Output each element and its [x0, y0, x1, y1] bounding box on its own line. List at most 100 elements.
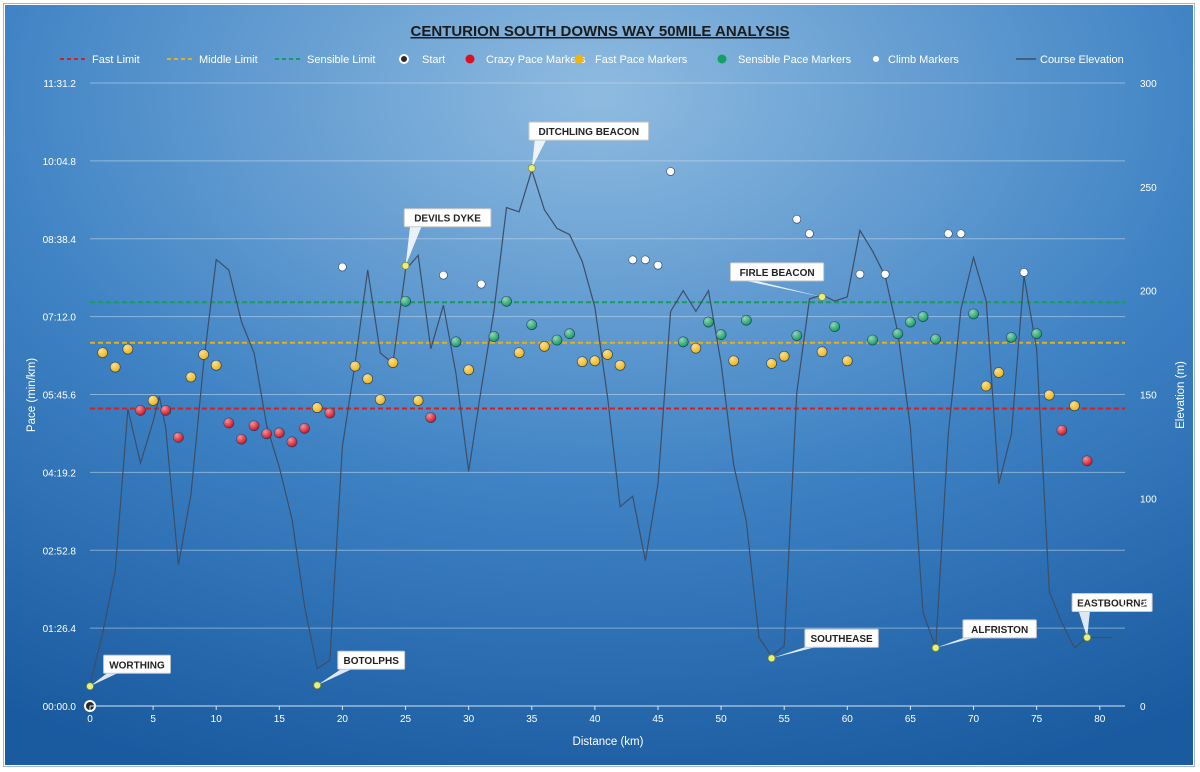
fast-pace-marker-gloss [185, 372, 196, 383]
crazy-pace-marker-gloss [1056, 425, 1067, 436]
legend-item-elevation: Course Elevation [1016, 54, 1124, 66]
y2-tick-label: 200 [1140, 287, 1157, 298]
callout-pointer [771, 645, 823, 659]
climb-marker-gloss [477, 280, 486, 289]
elevation-line [89, 168, 1113, 686]
legend: Fast Limit Middle Limit Sensible Limit Star… [60, 54, 1124, 66]
climb-marker-gloss [805, 229, 814, 238]
sensible-pace-marker-gloss [501, 296, 512, 307]
fast-pace-marker-gloss [779, 351, 790, 362]
fast-pace-marker-gloss [981, 381, 992, 392]
fast-pace-marker-gloss [413, 395, 424, 406]
landmark-callout: ALFRISTON [931, 619, 1037, 652]
legend-label: Climb Markers [888, 54, 959, 66]
legend-item-start: Start [399, 54, 445, 66]
x-tick-label: 80 [1094, 714, 1106, 725]
y-tick-label: 05:45.6 [43, 391, 77, 402]
legend-item-fast_limit: Fast Limit [60, 54, 140, 66]
landmark-dot [401, 261, 410, 270]
crazy-pace-marker-gloss [249, 420, 260, 431]
y-tick-label: 10:04.8 [43, 157, 77, 168]
sensible-pace-marker-gloss [968, 308, 979, 319]
x-tick-label: 35 [526, 714, 538, 725]
legend-swatch [574, 54, 584, 64]
crazy-pace-marker-gloss [236, 434, 247, 445]
x-tick-label: 50 [716, 714, 728, 725]
legend-swatch [717, 54, 727, 64]
climb-marker-gloss [641, 255, 650, 264]
crazy-pace-marker-gloss [324, 408, 335, 419]
callout-box [1071, 592, 1153, 612]
legend-label: Middle Limit [199, 54, 258, 66]
climb-marker-gloss [956, 229, 965, 238]
fast-pace-marker-gloss [148, 395, 159, 406]
legend-label: Fast Limit [92, 54, 140, 66]
chart-frame [3, 3, 1195, 767]
landmark-callout: EASTBOURNE [1071, 592, 1153, 642]
callout-box [403, 208, 492, 228]
landmark-dot [527, 164, 536, 172]
chart-title: CENTURION SOUTH DOWNS WAY 50MILE ANALYSI… [411, 23, 790, 40]
fast-pace-marker-gloss [1069, 400, 1080, 411]
fast-pace-marker-gloss [463, 364, 474, 375]
sensible-pace-marker-gloss [741, 315, 752, 326]
climb-marker-gloss [944, 229, 953, 238]
sensible-pace-marker-gloss [867, 335, 878, 346]
x-tick-label: 75 [1031, 714, 1043, 725]
sensible-pace-marker-gloss [451, 336, 462, 347]
callout-pointer [317, 667, 356, 686]
sensible-pace-marker-gloss [552, 335, 563, 346]
y2-tick-label: 50 [1140, 598, 1152, 609]
landmark-dot [86, 682, 94, 691]
crazy-pace-marker-gloss [425, 412, 436, 423]
sensible-pace-marker-gloss [905, 317, 916, 328]
climb-marker-gloss [881, 270, 890, 279]
landmark-callout: DITCHLING BEACON [527, 121, 650, 172]
legend-swatch [465, 54, 475, 64]
limit-lines [90, 301, 1125, 410]
y-tick-label: 01:26.4 [43, 624, 77, 635]
fast-pace-marker-gloss [312, 402, 323, 413]
sensible-pace-marker-gloss [678, 336, 689, 347]
climb-marker-gloss [653, 261, 662, 270]
y-tick-label: 02:52.8 [43, 546, 77, 557]
crazy-pace-marker-gloss [135, 405, 146, 416]
fast-pace-marker-gloss [387, 357, 398, 368]
x-tick-label: 15 [274, 714, 286, 725]
axes: 00:00.0 01:26.4 02:52.8 04:19.2 05:45.6 07:12… [43, 79, 1157, 725]
sensible-pace-marker-gloss [564, 328, 575, 339]
fast-pace-marker-gloss [602, 349, 613, 360]
landmark-callout: DEVILS DYKE [401, 208, 492, 270]
legend-item-fast: Fast Pace Markers [574, 54, 688, 66]
y-tick-label: 08:38.4 [43, 235, 77, 246]
y-tick-label: 07:12.0 [43, 313, 77, 324]
landmark-callouts: WORTHING BOTOLPHS DEVILS DYKE DITCHLING BEA… [86, 121, 1153, 691]
crazy-pace-marker-gloss [286, 436, 297, 447]
y-tick-label: 00:00.0 [43, 702, 77, 713]
crazy-pace-marker-gloss [299, 423, 310, 434]
sensible-pace-marker-gloss [703, 317, 714, 328]
landmark-callout: FIRLE BEACON [729, 262, 826, 301]
y2-axis-label: Elevation (m) [1175, 361, 1187, 429]
landmark-callout: SOUTHEASE [767, 628, 879, 663]
fast-pace-marker-gloss [766, 358, 777, 369]
callout-label: BOTOLPHS [343, 656, 399, 667]
sensible-pace-marker-gloss [1006, 332, 1017, 343]
sensible-pace-marker-gloss [918, 311, 929, 322]
fast-pace-marker-gloss [350, 361, 361, 372]
fast-pace-marker-gloss [110, 362, 121, 373]
y2-tick-label: 150 [1140, 391, 1157, 402]
callout-pointer [90, 671, 122, 687]
x-axis-label: Distance (km) [573, 736, 644, 748]
x-tick-label: 0 [87, 714, 93, 725]
crazy-pace-marker-gloss [274, 427, 285, 438]
fast-pace-marker-gloss [817, 346, 828, 357]
legend-item-sensible: Sensible Pace Markers [717, 54, 852, 66]
callout-label: WORTHING [109, 660, 165, 671]
callout-box [729, 262, 825, 282]
landmark-dot [313, 681, 322, 690]
legend-item-climb: Climb Markers [873, 54, 959, 66]
crazy-pace-marker-gloss [261, 428, 272, 439]
climb-marker-gloss [666, 167, 675, 176]
